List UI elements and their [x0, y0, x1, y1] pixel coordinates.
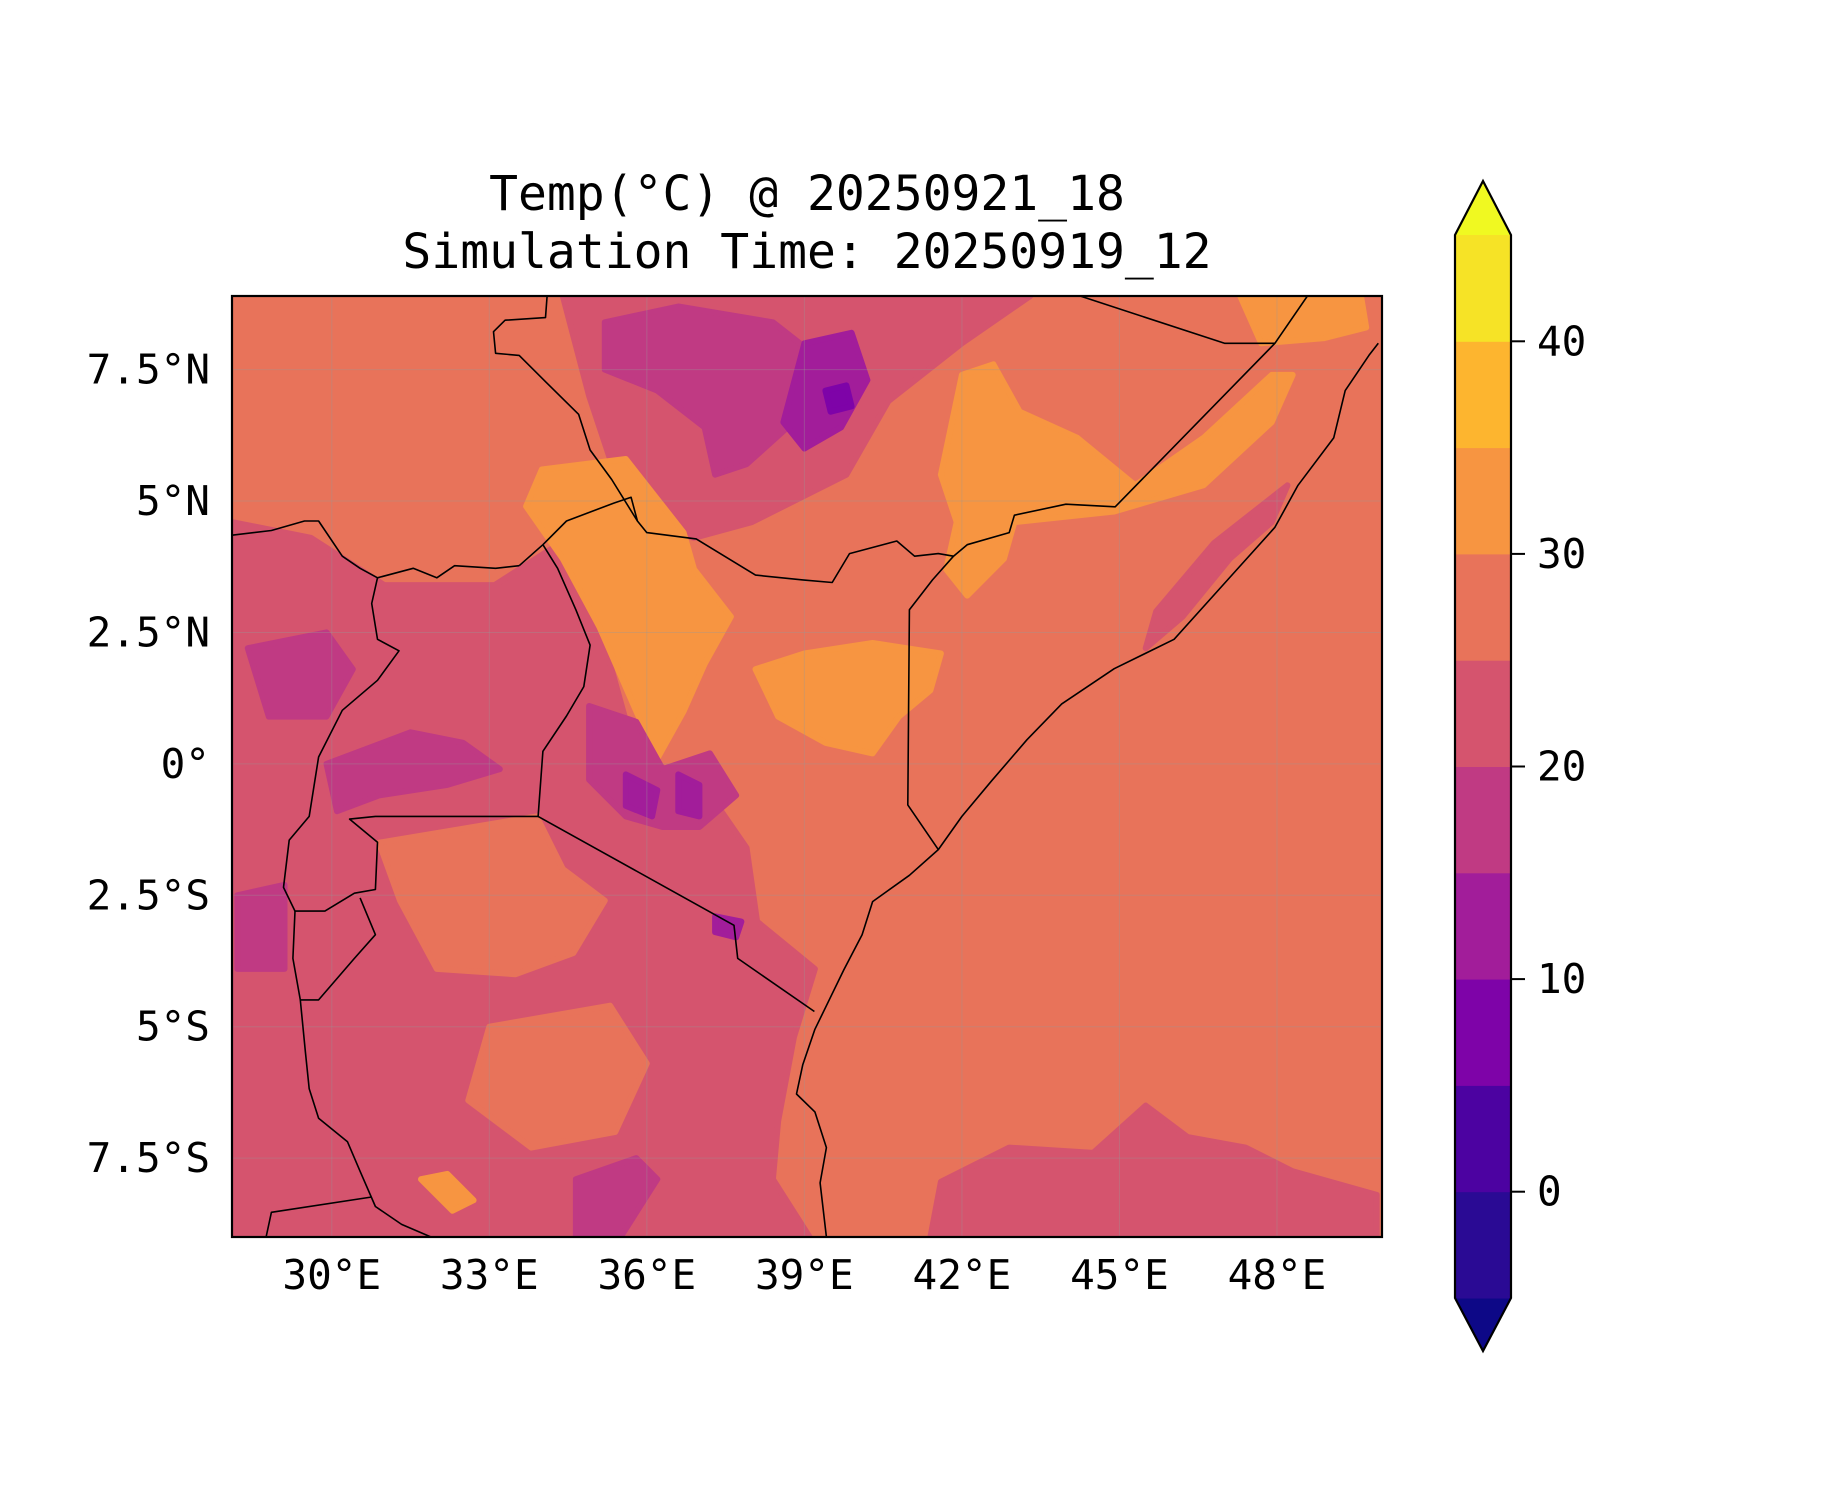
- y-tick-label: 5°S: [136, 1003, 210, 1051]
- colorbar-outline: [1453, 178, 1513, 1354]
- temperature-contour-region: [244, 629, 356, 720]
- colorbar-extend-over: [1455, 181, 1511, 235]
- x-tick-label: 42°E: [913, 1251, 1012, 1299]
- border-coastline: [537, 544, 591, 817]
- y-tick-label: 7.5°N: [87, 346, 210, 394]
- border-coastline: [1079, 296, 1309, 345]
- x-tick-label: 48°E: [1228, 1251, 1327, 1299]
- temperature-contour-region: [822, 382, 855, 415]
- temperature-contour-region: [572, 1155, 661, 1237]
- temperature-contour-region: [927, 1102, 1380, 1237]
- colorbar-tick-label: 20: [1537, 743, 1586, 791]
- colorbar-tick-label: 30: [1537, 530, 1586, 578]
- border-coastline: [795, 342, 1379, 1237]
- temperature-contour-region: [523, 456, 734, 762]
- border-coastline: [282, 577, 539, 912]
- chart-subtitle: Simulation Time: 20250919_12: [402, 224, 1211, 280]
- colorbar-band: [1455, 553, 1511, 661]
- temperature-contour-region: [752, 640, 944, 757]
- temperature-contour-region: [234, 881, 288, 972]
- colorbar-extend-under: [1455, 1298, 1511, 1351]
- temperature-contour-region: [1142, 482, 1291, 652]
- colorbar-band: [1455, 979, 1511, 1086]
- temperature-contour-region: [418, 1170, 477, 1214]
- border-coastline: [299, 999, 432, 1237]
- temperature-contour-region: [465, 1002, 650, 1151]
- x-axis: 30°E 33°E 36°E 39°E 42°E 45°E 48°E: [282, 1251, 1326, 1299]
- x-tick-label: 30°E: [282, 1251, 381, 1299]
- colorbar-band: [1455, 1085, 1511, 1193]
- colorbar-band: [1455, 341, 1511, 449]
- border-coastline: [492, 296, 639, 522]
- y-tick-label: 2.5°S: [87, 871, 210, 919]
- temperature-contour-region: [376, 813, 608, 978]
- border-coastline: [537, 815, 815, 1013]
- colorbar-tick-label: 40: [1537, 317, 1586, 365]
- x-tick-label: 39°E: [755, 1251, 854, 1299]
- border-coastline: [265, 1196, 372, 1237]
- temperature-contour-region: [601, 303, 824, 478]
- chart-title: Temp(°C) @ 20250921_18: [489, 166, 1125, 222]
- colorbar-band: [1455, 235, 1511, 342]
- colorbar-band: [1455, 766, 1511, 874]
- colorbar-band: [1455, 872, 1511, 980]
- colorbar-tick-label: 0: [1537, 1168, 1562, 1216]
- y-axis: 7.5°N 5°N 2.5°N 0° 2.5°S 5°S 7.5°S: [87, 346, 210, 1183]
- y-tick-label: 2.5°N: [87, 608, 210, 656]
- border-coastline: [232, 520, 520, 579]
- colorbar-band: [1455, 447, 1511, 555]
- y-tick-label: 5°N: [136, 477, 210, 525]
- x-tick-label: 33°E: [440, 1251, 539, 1299]
- colorbar-band: [1455, 1191, 1511, 1299]
- colorbar-band: [1455, 660, 1511, 767]
- border-coastline: [292, 897, 377, 1001]
- temperature-contour-region: [622, 771, 661, 820]
- y-tick-label: 7.5°S: [87, 1134, 210, 1182]
- temperature-contour-region: [323, 729, 503, 815]
- temperature-contour-region: [1237, 296, 1370, 347]
- temperature-contour-region: [675, 771, 703, 820]
- x-tick-label: 36°E: [597, 1251, 696, 1299]
- colorbar-tick-label: 10: [1537, 955, 1586, 1003]
- map-plot-area: [232, 296, 1382, 1237]
- x-tick-label: 45°E: [1070, 1251, 1169, 1299]
- border-coastline: [518, 496, 954, 584]
- y-tick-label: 0°: [161, 740, 210, 788]
- colorbar: 0 10 20 30 40: [1453, 178, 1586, 1354]
- map-frame: [230, 294, 1384, 1239]
- border-coastline: [906, 342, 1276, 851]
- temperature-contour-region: [712, 913, 745, 941]
